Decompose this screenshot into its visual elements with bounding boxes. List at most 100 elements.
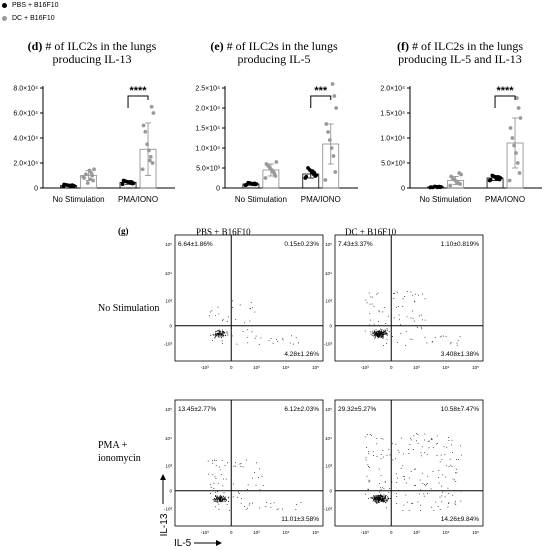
- data-point: [68, 184, 73, 188]
- event-dot: [224, 499, 226, 501]
- event-dot: [247, 342, 249, 344]
- event-dot: [260, 337, 262, 339]
- event-dot: [377, 501, 379, 503]
- event-dot: [416, 440, 418, 442]
- event-dot: [370, 497, 372, 498]
- event-dot: [216, 496, 218, 498]
- event-dot: [382, 499, 384, 500]
- event-dot: [233, 483, 234, 485]
- event-dot: [380, 489, 382, 491]
- event-dot: [258, 468, 260, 470]
- event-dot: [250, 308, 252, 310]
- event-dot: [218, 336, 220, 338]
- panel-f-title: (f) # of ILC2s in the lungs producing IL-…: [372, 40, 548, 66]
- event-dot: [216, 501, 218, 503]
- event-dot: [376, 456, 378, 457]
- event-dot: [222, 318, 224, 320]
- event-dot: [417, 433, 419, 435]
- event-dot: [225, 478, 227, 480]
- event-dot: [383, 333, 385, 335]
- event-dot: [421, 472, 423, 474]
- event-dot: [229, 509, 231, 511]
- quadrant-lower-right-label: 3.408±1.38%: [441, 351, 479, 358]
- event-dot: [421, 293, 423, 295]
- y-tick-label: 8.0×10⁴: [13, 86, 38, 93]
- data-point: [150, 161, 155, 165]
- event-dot: [251, 502, 253, 504]
- event-dot: [210, 311, 211, 313]
- event-dot: [378, 468, 380, 470]
- event-dot: [268, 340, 270, 341]
- event-dot: [374, 498, 376, 500]
- data-point: [88, 177, 93, 182]
- event-dot: [233, 465, 235, 467]
- event-dot: [441, 495, 443, 497]
- event-dot: [367, 464, 369, 466]
- event-dot: [259, 489, 261, 491]
- event-dot: [439, 461, 441, 463]
- event-dot: [378, 499, 380, 501]
- x-axis-tick-label: -10³: [201, 530, 210, 535]
- event-dot: [381, 334, 383, 336]
- event-dot: [378, 321, 380, 322]
- event-dot: [215, 491, 216, 493]
- event-dot: [210, 334, 212, 336]
- event-dot: [381, 497, 383, 499]
- event-dot: [224, 496, 226, 498]
- event-dot: [256, 462, 257, 464]
- data-point: [517, 171, 522, 175]
- event-dot: [232, 307, 234, 308]
- y-tick-label: 2.0×10⁴: [13, 161, 38, 168]
- y-tick-label: 0: [34, 186, 38, 193]
- event-dot: [386, 496, 388, 498]
- event-dot: [221, 460, 223, 461]
- chart-d: 0 2.0×10⁴ 4.0×10⁴ 6.0×10⁴ 8.0×10⁴ No Stimulat…: [13, 85, 175, 204]
- event-dot: [270, 506, 272, 508]
- event-dot: [437, 505, 439, 507]
- event-dot: [385, 331, 387, 333]
- event-dot: [421, 328, 423, 330]
- event-dot: [381, 499, 383, 501]
- event-dot: [214, 335, 216, 337]
- event-dot: [218, 335, 220, 337]
- event-dot: [214, 459, 215, 461]
- event-dot: [456, 344, 458, 346]
- event-dot: [408, 449, 409, 451]
- y-axis-tick-label: 10³: [325, 299, 332, 304]
- event-dot: [389, 454, 391, 456]
- event-dot: [442, 474, 444, 476]
- event-dot: [448, 503, 449, 504]
- event-dot: [448, 440, 450, 441]
- data-point: [455, 180, 460, 185]
- event-dot: [400, 332, 402, 334]
- x-axis-tick-label: 10⁴: [443, 365, 450, 370]
- event-dot: [372, 333, 374, 334]
- event-dot: [378, 333, 380, 335]
- event-dot: [418, 294, 419, 296]
- row-label-no-stimulation: No Stimulation: [98, 303, 160, 314]
- legend-marker-dc: [2, 16, 7, 21]
- event-dot: [372, 500, 374, 502]
- event-dot: [424, 298, 426, 300]
- event-dot: [246, 336, 248, 338]
- row-label-pma-ionomycin: PMA + ionomycin: [98, 440, 141, 464]
- event-dot: [447, 487, 449, 489]
- event-dot: [247, 507, 248, 509]
- event-dot: [221, 340, 223, 342]
- event-dot: [217, 499, 219, 501]
- event-dot: [211, 310, 213, 312]
- data-point: [332, 94, 337, 98]
- event-dot: [249, 502, 251, 504]
- event-dot: [216, 333, 218, 334]
- plot-frame: [334, 234, 484, 362]
- event-dot: [380, 334, 382, 336]
- event-dot: [443, 446, 445, 448]
- event-dot: [223, 500, 225, 502]
- event-dot: [428, 440, 430, 442]
- event-dot: [217, 491, 219, 493]
- event-dot: [423, 495, 425, 497]
- panel-e-title-line1: # of ILC2s in the lungs: [226, 39, 338, 53]
- event-dot: [222, 499, 224, 501]
- data-point: [331, 154, 336, 158]
- event-dot: [381, 496, 383, 498]
